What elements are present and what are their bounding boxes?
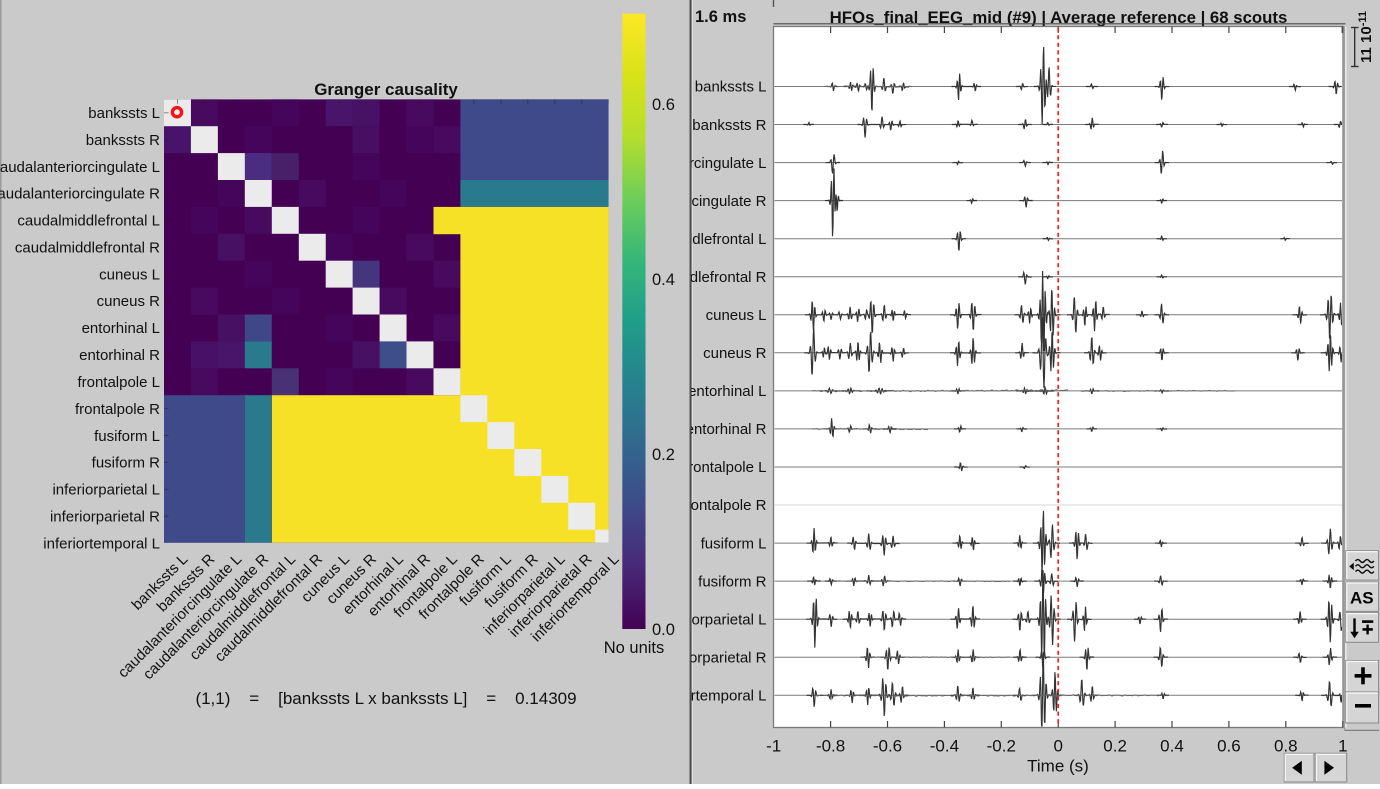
svg-text:cuneus L: cuneus L xyxy=(99,266,160,283)
svg-text:-0.8: -0.8 xyxy=(816,737,845,756)
svg-text:frontalpole L: frontalpole L xyxy=(684,459,767,476)
svg-text:0.2: 0.2 xyxy=(1103,737,1127,756)
svg-text:0.4: 0.4 xyxy=(652,271,675,289)
svg-text:caudalmiddlefrontal R: caudalmiddlefrontal R xyxy=(15,239,160,256)
svg-text:Granger causality: Granger causality xyxy=(314,80,458,99)
svg-text:Time (s): Time (s) xyxy=(1027,757,1089,776)
svg-text:inferiorparietal L: inferiorparietal L xyxy=(659,611,767,628)
svg-text:inferiorparietal R: inferiorparietal R xyxy=(656,650,766,667)
svg-text:-1: -1 xyxy=(766,737,781,756)
svg-text:entorhinal L: entorhinal L xyxy=(82,320,160,337)
svg-text:inferiortemporal L: inferiortemporal L xyxy=(43,535,160,552)
svg-text:-0.4: -0.4 xyxy=(930,737,959,756)
svg-text:AS: AS xyxy=(1350,589,1374,608)
svg-text:bankssts R: bankssts R xyxy=(692,117,766,134)
svg-text:-0.6: -0.6 xyxy=(873,737,902,756)
svg-text:entorhinal R: entorhinal R xyxy=(79,347,160,364)
svg-text:bankssts R: bankssts R xyxy=(86,132,160,149)
svg-text:0.6: 0.6 xyxy=(652,96,675,114)
svg-text:fusiform L: fusiform L xyxy=(94,428,160,445)
svg-text:-0.2: -0.2 xyxy=(987,737,1016,756)
svg-text:(1,1) = [bankssts L x ba: (1,1) = [bankssts L x bankssts L] = 0.14… xyxy=(195,689,576,708)
svg-text:entorhinal L: entorhinal L xyxy=(688,383,766,400)
svg-text:1.6 ms: 1.6 ms xyxy=(695,8,746,26)
svg-text:frontalpole R: frontalpole R xyxy=(75,401,160,418)
svg-text:fusiform L: fusiform L xyxy=(701,535,767,552)
svg-text:fusiform R: fusiform R xyxy=(698,573,767,590)
svg-text:0.2: 0.2 xyxy=(652,446,675,464)
svg-text:entorhinal R: entorhinal R xyxy=(686,421,767,438)
svg-text:0.6: 0.6 xyxy=(1217,737,1241,756)
svg-text:bankssts L: bankssts L xyxy=(695,79,767,96)
svg-text:caudalmiddlefrontal L: caudalmiddlefrontal L xyxy=(624,231,767,248)
svg-text:caudalmiddlefrontal L: caudalmiddlefrontal L xyxy=(17,213,160,230)
svg-text:caudalanteriorcingulate L: caudalanteriorcingulate L xyxy=(599,155,767,172)
svg-text:fusiform R: fusiform R xyxy=(92,455,161,472)
svg-text:0.0: 0.0 xyxy=(652,621,675,639)
svg-text:inferiorparietal L: inferiorparietal L xyxy=(52,482,160,499)
svg-text:1: 1 xyxy=(1338,737,1347,756)
svg-text:0.8: 0.8 xyxy=(1274,737,1298,756)
svg-text:frontalpole L: frontalpole L xyxy=(77,374,160,391)
svg-text:0.4: 0.4 xyxy=(1160,737,1184,756)
svg-text:0: 0 xyxy=(1053,737,1062,756)
svg-text:caudalmiddlefrontal R: caudalmiddlefrontal R xyxy=(621,269,766,286)
svg-text:bankssts L: bankssts L xyxy=(88,105,160,122)
svg-text:caudalanteriorcingulate R: caudalanteriorcingulate R xyxy=(0,186,160,203)
svg-text:inferiortemporal L: inferiortemporal L xyxy=(650,688,767,705)
svg-text:cuneus R: cuneus R xyxy=(703,345,767,362)
svg-text:No units: No units xyxy=(604,639,665,657)
svg-text:caudalanteriorcingulate R: caudalanteriorcingulate R xyxy=(596,193,766,210)
svg-text:cuneus L: cuneus L xyxy=(706,307,767,324)
svg-text:cuneus R: cuneus R xyxy=(97,293,161,310)
svg-text:inferiorparietal R: inferiorparietal R xyxy=(50,509,160,526)
svg-text:frontalpole R: frontalpole R xyxy=(681,497,766,514)
svg-text:caudalanteriorcingulate L: caudalanteriorcingulate L xyxy=(0,159,160,176)
svg-text:HFOs_final_EEG_mid (#9) | Aver: HFOs_final_EEG_mid (#9) | Average refere… xyxy=(830,8,1288,27)
